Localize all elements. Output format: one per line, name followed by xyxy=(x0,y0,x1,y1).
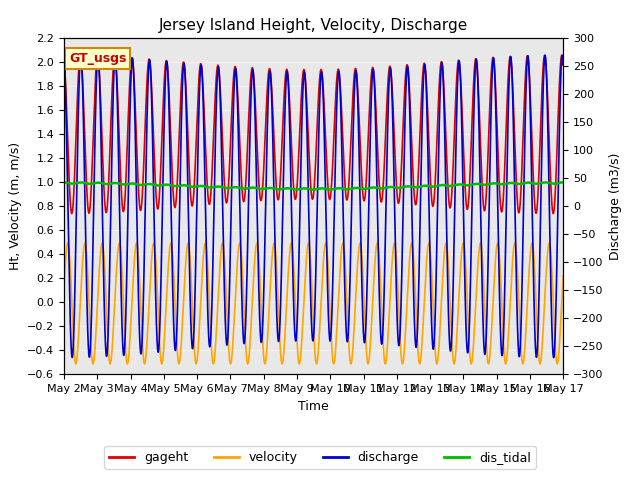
discharge xyxy=(360,329,367,335)
Text: GT_usgs: GT_usgs xyxy=(69,52,126,65)
gageht xyxy=(385,70,392,76)
dis_tidal xyxy=(151,182,159,188)
velocity xyxy=(433,360,440,366)
discharge xyxy=(550,355,557,360)
dis_tidal xyxy=(433,183,440,189)
dis_tidal xyxy=(470,181,478,187)
dis_tidal xyxy=(360,186,367,192)
X-axis label: Time: Time xyxy=(298,400,329,413)
discharge xyxy=(60,54,68,60)
Legend: gageht, velocity, discharge, dis_tidal: gageht, velocity, discharge, dis_tidal xyxy=(104,446,536,469)
gageht xyxy=(60,56,68,61)
Y-axis label: Discharge (m3/s): Discharge (m3/s) xyxy=(609,153,622,260)
gageht xyxy=(558,52,566,58)
discharge xyxy=(559,61,567,67)
dis_tidal xyxy=(60,180,68,185)
velocity xyxy=(433,361,441,367)
dis_tidal xyxy=(385,184,392,190)
discharge xyxy=(151,246,159,252)
Line: dis_tidal: dis_tidal xyxy=(64,182,563,190)
gageht xyxy=(549,211,557,216)
gageht xyxy=(251,89,259,95)
gageht xyxy=(559,62,567,68)
velocity xyxy=(60,283,68,288)
discharge xyxy=(433,259,440,265)
Y-axis label: Ht, Velocity (m, m/s): Ht, Velocity (m, m/s) xyxy=(8,143,22,270)
velocity xyxy=(360,282,367,288)
velocity xyxy=(470,324,478,330)
discharge xyxy=(558,52,566,58)
gageht xyxy=(360,196,367,202)
discharge xyxy=(470,88,478,94)
gageht xyxy=(151,164,159,169)
discharge xyxy=(385,89,392,95)
dis_tidal xyxy=(310,187,317,192)
velocity xyxy=(151,243,159,249)
velocity xyxy=(511,240,518,246)
dis_tidal xyxy=(251,185,259,191)
gageht xyxy=(470,66,478,72)
velocity xyxy=(251,257,259,263)
Line: velocity: velocity xyxy=(64,243,563,364)
dis_tidal xyxy=(559,180,567,185)
velocity xyxy=(385,322,392,328)
gageht xyxy=(433,149,440,155)
Line: gageht: gageht xyxy=(64,55,563,214)
velocity xyxy=(559,273,567,279)
Title: Jersey Island Height, Velocity, Discharge: Jersey Island Height, Velocity, Discharg… xyxy=(159,18,468,33)
Line: discharge: discharge xyxy=(64,55,563,358)
discharge xyxy=(251,102,259,108)
